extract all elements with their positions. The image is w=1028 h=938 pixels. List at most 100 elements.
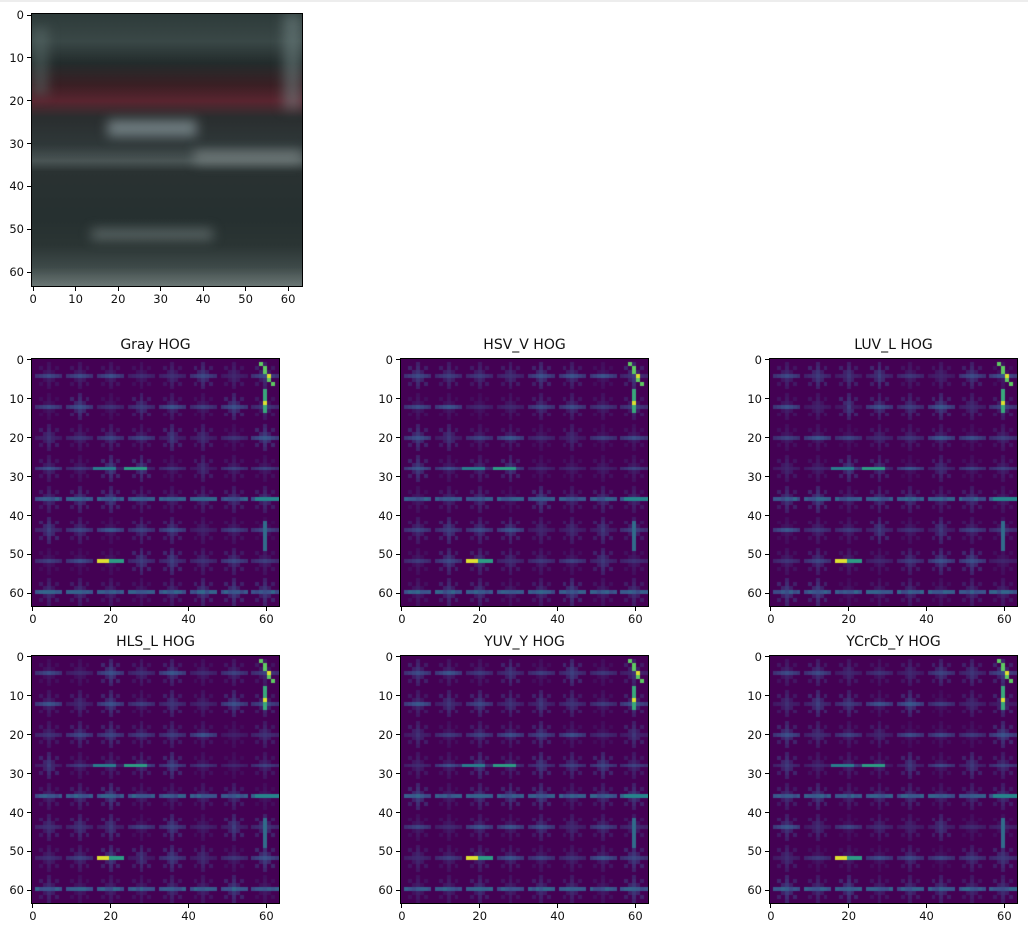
plot-area	[31, 358, 280, 607]
x-tick	[245, 287, 247, 291]
y-tick	[27, 143, 31, 145]
y-tick	[396, 889, 400, 891]
y-tick	[396, 592, 400, 594]
x-tick	[634, 904, 636, 908]
x-tick	[848, 904, 850, 908]
y-tick-label: 50	[747, 547, 762, 562]
x-tick	[32, 607, 34, 611]
y-tick	[396, 656, 400, 658]
y-tick	[765, 695, 769, 697]
y-tick	[765, 437, 769, 439]
x-tick	[401, 904, 403, 908]
x-tick	[265, 904, 267, 908]
y-tick-label: 20	[378, 430, 393, 445]
y-tick-label: 10	[378, 391, 393, 406]
y-tick	[396, 476, 400, 478]
y-tick-label: 50	[9, 547, 24, 562]
x-tick-label: 60	[259, 909, 274, 923]
x-tick	[287, 287, 289, 291]
x-tick	[557, 904, 559, 908]
x-tick-label: 20	[103, 909, 119, 923]
x-tick-label: 10	[68, 292, 83, 306]
y-tick-label: 40	[9, 805, 24, 820]
x-tick-label: 20	[110, 292, 126, 306]
y-tick	[765, 773, 769, 775]
y-tick-label: 0	[16, 8, 24, 23]
y-tick-label: 40	[9, 508, 24, 523]
y-tick	[765, 476, 769, 478]
y-tick	[27, 812, 31, 814]
y-tick	[27, 656, 31, 658]
y-tick-label: 0	[385, 352, 393, 367]
x-tick-label: 20	[841, 612, 857, 626]
y-tick	[27, 228, 31, 230]
x-tick-label: 40	[919, 612, 934, 626]
hog-heatmap	[401, 359, 648, 606]
y-tick-label: 20	[747, 727, 762, 742]
x-tick-label: 0	[398, 612, 406, 626]
x-tick	[117, 287, 119, 291]
y-tick	[27, 773, 31, 775]
x-tick-label: 0	[398, 909, 406, 923]
x-tick	[401, 607, 403, 611]
x-tick-label: 60	[628, 909, 643, 923]
y-tick-label: 20	[378, 727, 393, 742]
y-tick	[396, 734, 400, 736]
y-tick	[396, 773, 400, 775]
x-tick	[926, 904, 928, 908]
y-tick	[765, 553, 769, 555]
y-tick-label: 10	[747, 391, 762, 406]
y-tick-label: 30	[378, 766, 393, 781]
y-tick-label: 60	[378, 586, 393, 601]
y-tick	[27, 185, 31, 187]
y-tick-label: 20	[9, 727, 24, 742]
plot-area	[400, 655, 649, 904]
y-tick	[396, 553, 400, 555]
plot-area	[31, 13, 303, 287]
y-tick	[27, 515, 31, 517]
y-tick-label: 30	[747, 766, 762, 781]
x-tick	[770, 904, 772, 908]
plot-area	[769, 358, 1018, 607]
panel-title: YUV_Y HOG	[484, 634, 565, 650]
x-tick-label: 30	[153, 292, 168, 306]
car-photo	[32, 14, 302, 286]
x-tick-label: 40	[550, 909, 565, 923]
y-tick-label: 0	[754, 649, 762, 664]
y-tick-label: 30	[9, 136, 24, 151]
y-tick-label: 40	[747, 508, 762, 523]
hog-heatmap	[770, 359, 1017, 606]
x-tick	[479, 904, 481, 908]
y-tick-label: 40	[378, 508, 393, 523]
y-tick-label: 30	[378, 469, 393, 484]
y-tick	[27, 553, 31, 555]
y-tick-label: 0	[16, 649, 24, 664]
x-tick	[926, 607, 928, 611]
plot-area	[400, 358, 649, 607]
y-tick-label: 50	[9, 222, 24, 237]
y-tick	[765, 656, 769, 658]
y-tick	[765, 734, 769, 736]
y-tick-label: 60	[9, 586, 24, 601]
x-tick	[1003, 904, 1005, 908]
y-tick-label: 10	[378, 688, 393, 703]
y-tick-label: 60	[9, 883, 24, 898]
y-tick-label: 50	[378, 844, 393, 859]
x-tick-label: 20	[103, 612, 119, 626]
x-tick-label: 0	[29, 909, 37, 923]
y-tick-label: 60	[747, 586, 762, 601]
panel-title: YCrCb_Y HOG	[846, 634, 941, 650]
y-tick	[396, 437, 400, 439]
y-tick	[27, 57, 31, 59]
y-tick-label: 60	[9, 265, 24, 280]
x-tick-label: 50	[238, 292, 253, 306]
y-tick-label: 40	[9, 179, 24, 194]
y-tick-label: 20	[9, 93, 24, 108]
x-tick	[32, 904, 34, 908]
panel-title: Gray HOG	[120, 337, 191, 353]
y-tick	[765, 592, 769, 594]
hog-heatmap	[770, 656, 1017, 903]
panel-title: HSV_V HOG	[483, 337, 566, 353]
y-tick-label: 50	[747, 844, 762, 859]
y-tick	[27, 592, 31, 594]
